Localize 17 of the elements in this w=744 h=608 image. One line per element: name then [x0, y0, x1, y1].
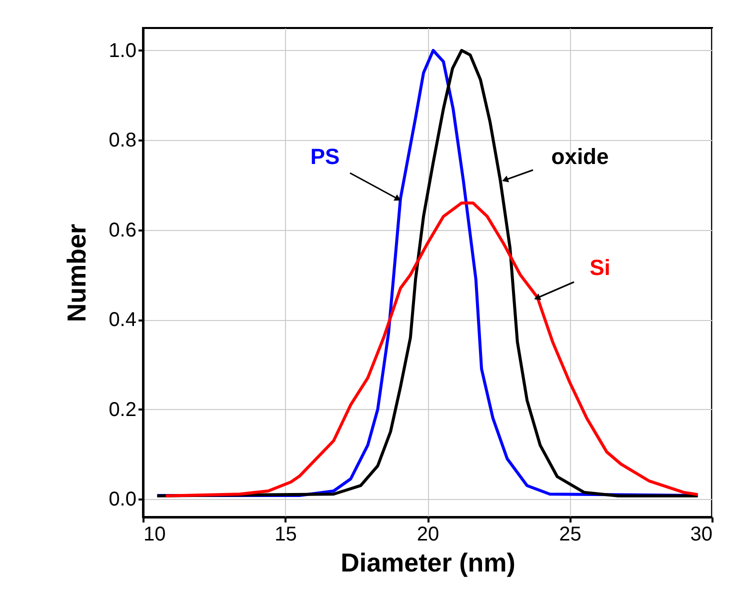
x-tick-label: 15 [274, 524, 297, 546]
x-tick-label: 10 [144, 524, 166, 546]
x-tick-label: 25 [559, 524, 582, 546]
y-tick-label: 0.4 [108, 309, 136, 332]
text: PS [310, 144, 340, 169]
y-tick-label: 1.0 [108, 40, 136, 62]
x-tick-label: 30 [690, 524, 712, 546]
y-tick-label: 0.2 [108, 398, 136, 421]
y-tick-label: 0.6 [108, 219, 136, 242]
y-tick-label: 0.8 [108, 130, 136, 152]
x-tick-label: 20 [416, 524, 440, 546]
y-tick-label: 0.0 [108, 488, 136, 511]
text: oxide [551, 144, 609, 169]
x-axis-title: Diameter (nm) [340, 548, 516, 578]
line-series [164, 201, 700, 498]
y-axis-title: Number [62, 224, 92, 322]
text: Si [590, 255, 610, 280]
